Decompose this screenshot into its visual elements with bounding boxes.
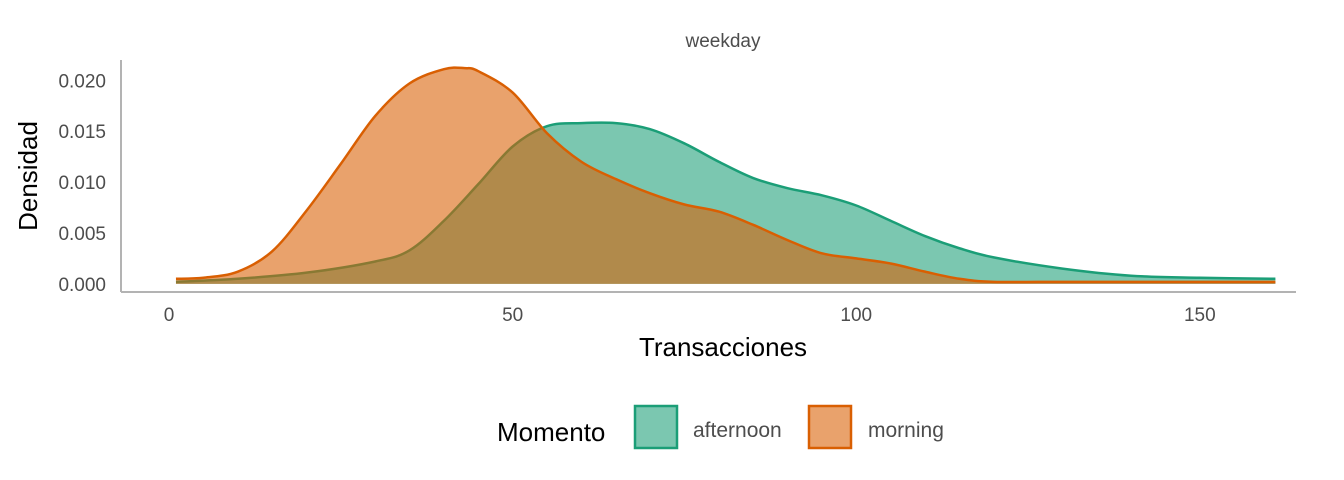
y-tick-label: 0.015 — [58, 122, 106, 143]
x-tick-label: 150 — [1184, 305, 1216, 326]
legend: Momento afternoon morning — [497, 404, 944, 450]
legend-label-afternoon: afternoon — [693, 419, 782, 442]
y-tick-label: 0.010 — [58, 173, 106, 194]
x-tick-label: 50 — [502, 305, 523, 326]
density-areas — [175, 66, 1276, 284]
legend-key-morning — [807, 404, 853, 450]
x-axis-title: Transacciones — [639, 332, 807, 362]
y-axis-ticks: 0.000 0.005 0.010 0.015 0.020 — [58, 71, 106, 296]
density-line-morning — [175, 66, 1276, 284]
y-tick-label: 0.005 — [58, 224, 106, 245]
legend-label-morning: morning — [868, 419, 944, 442]
x-tick-label: 0 — [164, 305, 175, 326]
y-tick-label: 0.000 — [58, 275, 106, 296]
x-tick-label: 100 — [840, 305, 872, 326]
facet-label: weekday — [685, 31, 761, 52]
y-tick-label: 0.020 — [58, 71, 106, 92]
y-axis-title: Densidad — [13, 121, 43, 231]
density-area-morning — [175, 67, 1276, 284]
legend-title: Momento — [497, 417, 605, 447]
x-axis-ticks: 0 50 100 150 — [164, 305, 1216, 326]
legend-key-afternoon — [633, 404, 679, 450]
